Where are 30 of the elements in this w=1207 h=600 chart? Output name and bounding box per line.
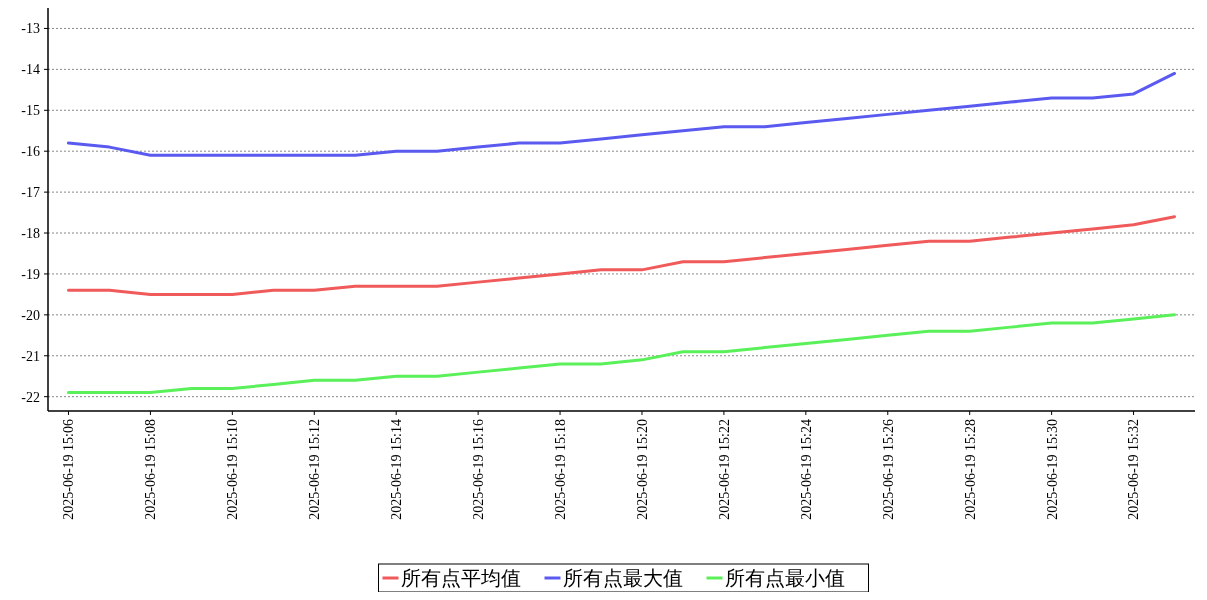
- x-tick-label: 2025-06-19 15:10: [225, 419, 241, 520]
- y-tick-label: -22: [21, 389, 40, 405]
- x-tick-label: 2025-06-19 15:22: [716, 419, 732, 520]
- y-tick-label: -15: [21, 103, 40, 119]
- x-tick-label: 2025-06-19 15:20: [634, 419, 650, 520]
- y-tick-label: -13: [21, 21, 40, 37]
- x-tick-label: 2025-06-19 15:28: [962, 419, 978, 520]
- legend-label: 所有点最大值: [562, 567, 683, 589]
- x-tick-label: 2025-06-19 15:32: [1126, 419, 1142, 520]
- line-series: [66, 313, 1177, 395]
- x-tick-label: 2025-06-19 15:26: [880, 419, 896, 520]
- y-tick-label: -16: [21, 144, 40, 160]
- x-tick-label: 2025-06-19 15:08: [143, 419, 159, 520]
- y-tick-label: -21: [21, 348, 40, 364]
- y-tick-label: -14: [21, 62, 40, 78]
- line-series: [66, 215, 1177, 296]
- x-tick-label: 2025-06-19 15:24: [798, 419, 814, 520]
- x-tick-label: 2025-06-19 15:16: [471, 419, 487, 520]
- legend-label: 所有点最小值: [724, 567, 845, 589]
- x-tick-label: 2025-06-19 15:14: [389, 419, 405, 520]
- x-tick-label: 2025-06-19 15:30: [1044, 419, 1060, 520]
- y-tick-label: -20: [21, 307, 40, 323]
- legend-label: 所有点平均值: [400, 567, 521, 589]
- x-tick-label: 2025-06-19 15:18: [552, 419, 568, 520]
- line-series: [66, 71, 1177, 157]
- y-tick-label: -19: [21, 266, 40, 282]
- y-tick-label: -18: [21, 225, 40, 241]
- x-tick-label: 2025-06-19 15:06: [61, 419, 77, 520]
- x-tick-label: 2025-06-19 15:12: [307, 419, 323, 520]
- y-tick-label: -17: [21, 185, 40, 201]
